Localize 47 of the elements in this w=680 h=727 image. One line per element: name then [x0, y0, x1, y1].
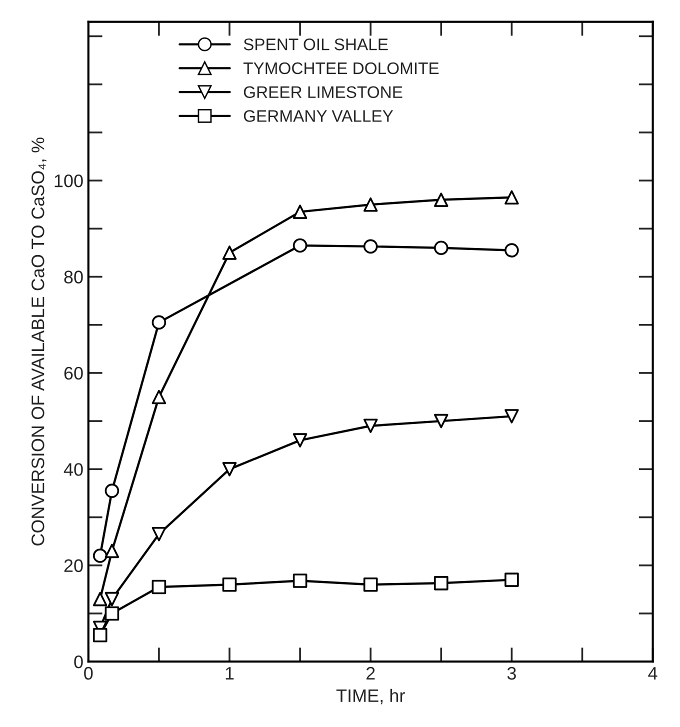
point	[104, 544, 120, 558]
point	[152, 390, 166, 404]
point	[104, 606, 120, 621]
y-tick-label: 40	[64, 463, 83, 476]
point	[92, 592, 108, 606]
point	[152, 315, 166, 330]
point	[434, 192, 448, 207]
point	[363, 197, 378, 212]
legend-label: GREER LIMESTONE	[244, 86, 402, 98]
x-axis-title: TIME, hr	[336, 688, 405, 704]
point	[292, 574, 308, 588]
point	[363, 577, 378, 592]
point	[104, 484, 120, 498]
y-tick-label: 20	[64, 559, 83, 572]
point	[504, 572, 519, 587]
y-axis-title: CONVERSION OF AVAILABLE CaO TO CaSO₄, %	[32, 138, 46, 546]
point	[434, 240, 448, 256]
point	[92, 628, 108, 642]
point	[152, 526, 166, 542]
point	[292, 204, 308, 219]
x-tick-label: 4	[648, 667, 658, 680]
y-tick-label: 60	[64, 366, 83, 380]
y-tick-label: 80	[64, 270, 83, 284]
point	[92, 548, 108, 563]
point	[292, 433, 308, 448]
point	[222, 462, 237, 476]
x-tick-label: 0	[84, 666, 93, 680]
x-tick-label: 1	[226, 667, 234, 680]
y-tick-label: 0	[74, 656, 83, 668]
point	[104, 592, 120, 606]
point	[152, 580, 166, 594]
y-tick-label: 100	[54, 174, 83, 188]
point	[363, 418, 378, 434]
point	[292, 238, 308, 253]
point	[434, 576, 448, 590]
legend-label: SPENT OIL SHALE	[244, 38, 388, 50]
point	[504, 409, 519, 424]
x-tick-label: 2	[366, 666, 375, 680]
point	[363, 239, 378, 254]
legend-label: TYMOCHTEE DOLOMITE	[243, 62, 439, 74]
point	[504, 243, 519, 258]
x-tick-label: 3	[507, 666, 516, 680]
point	[504, 190, 519, 205]
point	[222, 577, 237, 592]
legend-label: GERMANY VALLEY	[244, 110, 394, 122]
point	[222, 246, 237, 260]
point	[434, 414, 448, 428]
